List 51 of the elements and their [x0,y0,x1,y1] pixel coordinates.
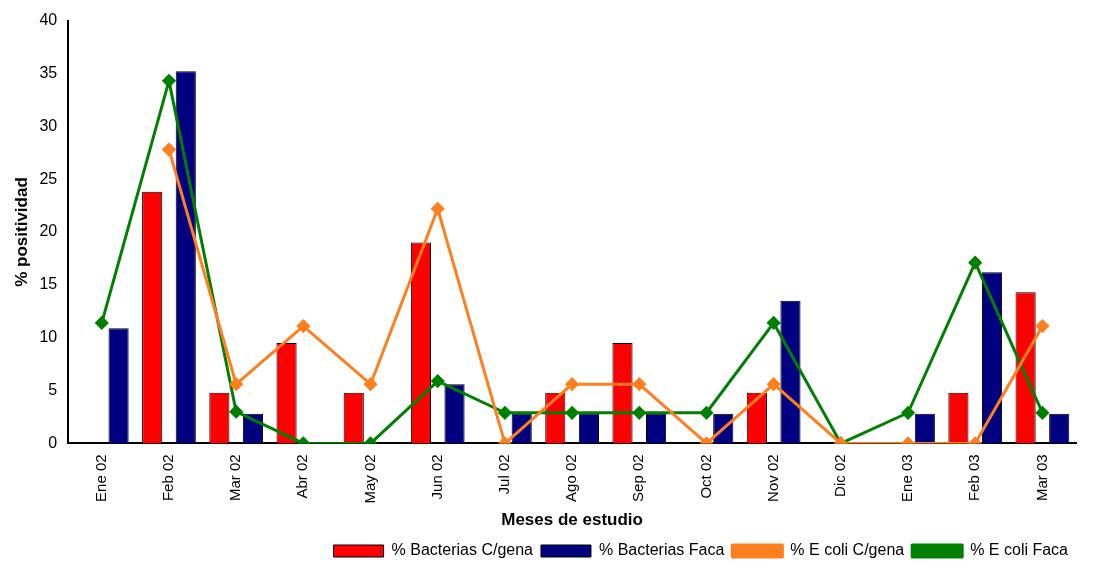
point [229,377,243,391]
y-axis-title: % positividad [11,177,31,287]
point [767,316,781,330]
point [296,319,310,333]
point [162,143,176,157]
legend-label: % Bacterias Faca [598,541,725,559]
point [498,406,512,420]
x-tick-label: Abr 02 [293,454,311,499]
point [431,374,445,388]
x-tick-label: Ene 02 [91,454,109,502]
y-tick-label: 30 [39,116,58,134]
y-tick-label: 5 [48,380,58,398]
x-tick-label: Ene 03 [898,454,916,502]
x-tick-label: Dic 02 [830,454,848,497]
point [632,377,646,391]
y-tick-label: 10 [39,328,58,346]
point [1035,406,1049,420]
point [901,406,915,420]
x-tick-label: May 02 [360,454,378,504]
point [364,377,378,391]
point [431,202,445,216]
point [565,377,579,391]
y-tick-label: 15 [39,275,58,293]
y-tick-label: 20 [39,222,58,240]
point [1035,319,1049,333]
x-tick-label: Jun 02 [427,454,445,500]
x-tick-label: Nov 02 [763,454,781,502]
point [968,256,982,270]
x-tick-label: Ago 02 [562,454,580,502]
point [699,406,713,420]
point [565,406,579,420]
x-axis-title: Meses de estudio [501,510,643,530]
legend-label: % E coli Faca [970,541,1069,559]
legend-label: % E coli C/gena [790,541,905,559]
y-tick-label: 40 [39,11,58,29]
x-tick-label: Jul 02 [495,454,513,495]
x-tick-label: Feb 03 [965,454,983,502]
x-tick-label: Mar 02 [226,454,244,502]
point [632,406,646,420]
x-tick-label: Feb 02 [159,454,177,502]
x-tick-label: Mar 03 [1032,454,1050,502]
x-tick-label: Sep 02 [629,454,647,502]
y-tick-label: 25 [39,169,58,187]
point [162,74,176,88]
x-tick-label: Oct 02 [696,454,714,499]
y-tick-label: 35 [39,63,58,81]
legend-label: % Bacterias C/gena [391,541,534,559]
point [95,316,109,330]
y-tick-label: 0 [48,433,58,451]
point [229,405,243,419]
point [767,377,781,391]
